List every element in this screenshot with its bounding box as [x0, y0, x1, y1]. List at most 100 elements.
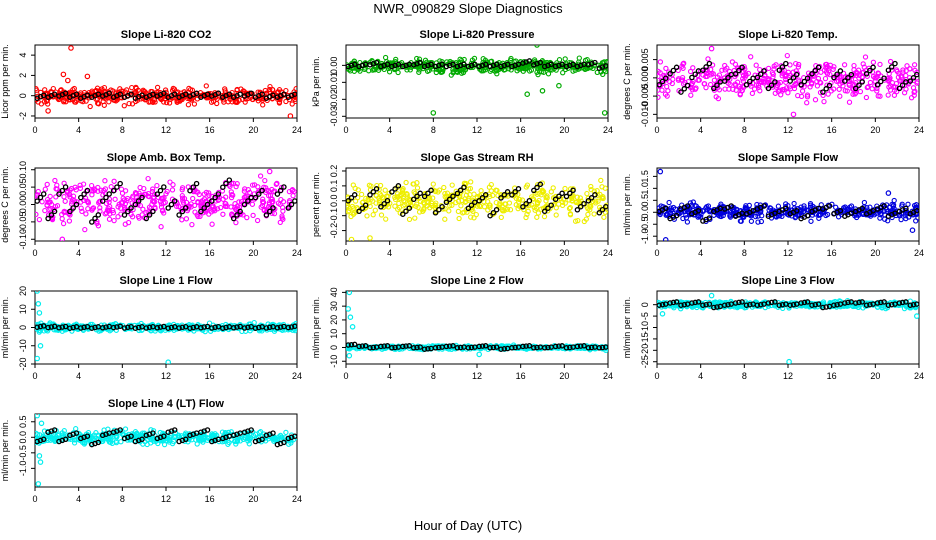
scatter-point [383, 216, 389, 222]
hourly-mean-point [135, 324, 142, 331]
scatter-point [243, 96, 249, 102]
scatter-point [786, 84, 793, 90]
x-tick-label: 4 [698, 248, 703, 258]
hourly-mean-point [436, 344, 442, 351]
scatter-point [275, 200, 282, 206]
hourly-mean-point [793, 208, 800, 214]
hourly-mean-point [230, 215, 237, 222]
x-tick-label: 20 [870, 371, 880, 381]
hourly-mean-point [837, 68, 844, 74]
hourly-mean-point [201, 205, 207, 211]
scatter-point [738, 218, 744, 224]
hourly-mean-point [403, 343, 409, 349]
y-axis-label: ml/min per min. [622, 297, 632, 359]
hourly-mean-point [512, 344, 518, 351]
scatter-point [416, 209, 423, 215]
scatter-point [842, 88, 848, 94]
scatter-point [755, 213, 761, 219]
x-tick-label: 4 [387, 371, 392, 381]
hourly-mean-point [292, 198, 297, 204]
hourly-mean-point [662, 75, 669, 81]
hourly-mean-point [790, 301, 797, 308]
y-axis-label: degrees C per min. [622, 43, 632, 120]
scatter-point [869, 86, 875, 92]
scatter-point [412, 215, 418, 221]
hourly-mean-point [881, 299, 887, 305]
hourly-mean-point [801, 78, 808, 85]
hourly-mean-point [892, 60, 898, 67]
hourly-mean-point [493, 206, 500, 213]
hourly-mean-point [171, 198, 178, 204]
scatter-point [398, 192, 405, 198]
hourly-mean-point [209, 325, 215, 331]
scatter-point [364, 213, 370, 219]
scatter-point [270, 189, 277, 195]
y-axis-label: ml/min per min. [0, 420, 10, 482]
scatter-point [600, 71, 606, 78]
hourly-mean-point [914, 301, 919, 307]
x-tick-label: 12 [161, 125, 171, 135]
scatter-point [817, 89, 824, 96]
scatter-point [791, 200, 797, 207]
scatter-point [455, 198, 462, 204]
y-tick-label: -20 [640, 344, 650, 357]
scatter-point [373, 200, 379, 206]
x-tick-label: 8 [120, 248, 125, 258]
scatter-point [249, 182, 256, 188]
hourly-mean-point [89, 325, 95, 331]
scatter-point [856, 75, 862, 81]
scatter-point [567, 211, 574, 217]
scatter-point [851, 62, 857, 69]
scatter-point [101, 187, 107, 194]
scatter-point [805, 70, 812, 76]
hourly-mean-point [903, 205, 909, 212]
x-tick-label: 12 [472, 248, 482, 258]
scatter-point [844, 88, 850, 94]
x-tick-label: 0 [32, 371, 37, 381]
outlier-point [524, 91, 531, 98]
scatter-point [471, 191, 477, 197]
hourly-mean-point [48, 324, 55, 330]
x-tick-label: 0 [654, 248, 659, 258]
hourly-mean-point [552, 196, 559, 203]
scatter-point [827, 62, 834, 68]
outlier-point [346, 352, 353, 359]
hourly-mean-point [793, 71, 800, 78]
scatter-point [151, 191, 158, 198]
outlier-point [37, 342, 44, 349]
scatter-point [537, 65, 543, 71]
hourly-mean-point [40, 323, 47, 329]
hourly-mean-point [842, 300, 848, 306]
hourly-mean-point [692, 71, 698, 77]
x-tick-label: 20 [559, 125, 569, 135]
scatter-point [112, 196, 118, 202]
hourly-mean-point [870, 208, 876, 214]
scatter-point [730, 86, 736, 92]
scatter-point [427, 205, 433, 211]
hourly-mean-point [603, 63, 608, 69]
hourly-mean-point [899, 82, 906, 88]
hourly-mean-point [346, 342, 351, 348]
hourly-mean-point [114, 324, 120, 330]
scatter-point [259, 202, 266, 209]
scatter-point [110, 97, 117, 103]
hourly-mean-point [504, 189, 511, 195]
hourly-mean-point [37, 194, 44, 201]
points-layer [657, 292, 919, 364]
hourly-mean-point [673, 299, 680, 305]
scatter-point [657, 70, 663, 76]
outlier-point [35, 355, 40, 362]
x-tick-label: 16 [516, 248, 526, 258]
hourly-mean-point [215, 191, 222, 197]
scatter-point [234, 86, 240, 93]
scatter-point [890, 203, 896, 209]
hourly-mean-point [171, 91, 178, 97]
hourly-mean-point [40, 191, 47, 197]
scatter-point [842, 204, 848, 210]
hourly-mean-point [662, 205, 669, 212]
scatter-point [855, 304, 861, 310]
hourly-mean-point [581, 343, 587, 349]
scatter-point [804, 92, 811, 98]
hourly-mean-point [673, 212, 680, 219]
